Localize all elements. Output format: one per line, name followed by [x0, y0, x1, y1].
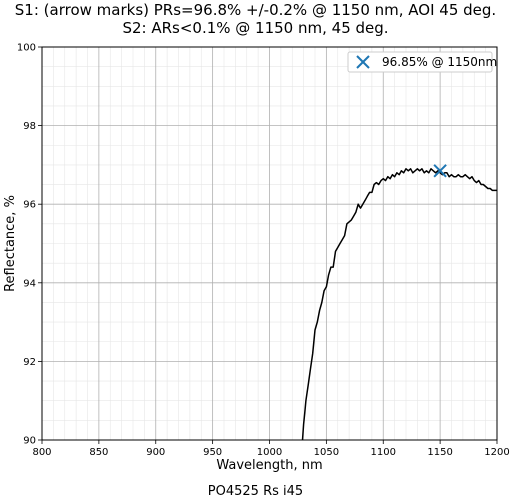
- x-tick-label: 900: [146, 447, 165, 458]
- footer-caption: PO4525 Rs i45: [207, 484, 304, 499]
- x-tick-label: 1050: [314, 447, 339, 458]
- legend-label: 96.85% @ 1150nm: [382, 55, 497, 69]
- chart-title-line-1: S1: (arrow marks) PRs=96.8% +/-0.2% @ 11…: [14, 1, 497, 19]
- marker-layer: [433, 164, 447, 178]
- reflectance-line: [301, 168, 497, 441]
- y-axis-label: Reflectance, %: [3, 195, 18, 292]
- legend-box: [347, 51, 493, 73]
- series-layer: [301, 168, 497, 441]
- y-tick-label: 92: [23, 357, 36, 368]
- chart-title-line-2: S2: ARs<0.1% @ 1150 nm, 45 deg.: [122, 19, 389, 37]
- marker-stroke-b: [433, 164, 447, 178]
- y-tick-label: 96: [23, 200, 36, 211]
- marker-stroke-b: [356, 55, 370, 69]
- y-tick-label: 90: [23, 436, 36, 447]
- legend: 96.85% @ 1150nm: [347, 51, 497, 73]
- x-tick-label: 1150: [427, 447, 452, 458]
- x-tick-label: 850: [89, 447, 108, 458]
- x-tick-label: 1100: [371, 447, 396, 458]
- y-tick-label: 98: [23, 121, 36, 132]
- legend-marker: [356, 55, 370, 69]
- x-axis-label: Wavelength, nm: [216, 458, 322, 473]
- x-tick-label: 1000: [257, 447, 282, 458]
- y-tick-label: 94: [23, 278, 36, 289]
- y-tick-label: 100: [17, 43, 36, 54]
- x-tick-label: 800: [32, 447, 51, 458]
- x-tick-label: 1200: [484, 447, 509, 458]
- data-marker-x: [433, 164, 447, 178]
- ticks-layer: 800 850 900 950 1000 1050 1100 1150 1200 90 92 94 96…: [17, 43, 510, 459]
- x-tick-label: 950: [203, 447, 222, 458]
- reflectance-chart: 800 850 900 950 1000 1050 1100 1150 1200 90 92 94 96…: [3, 43, 510, 474]
- legend-marker-x: [356, 55, 370, 69]
